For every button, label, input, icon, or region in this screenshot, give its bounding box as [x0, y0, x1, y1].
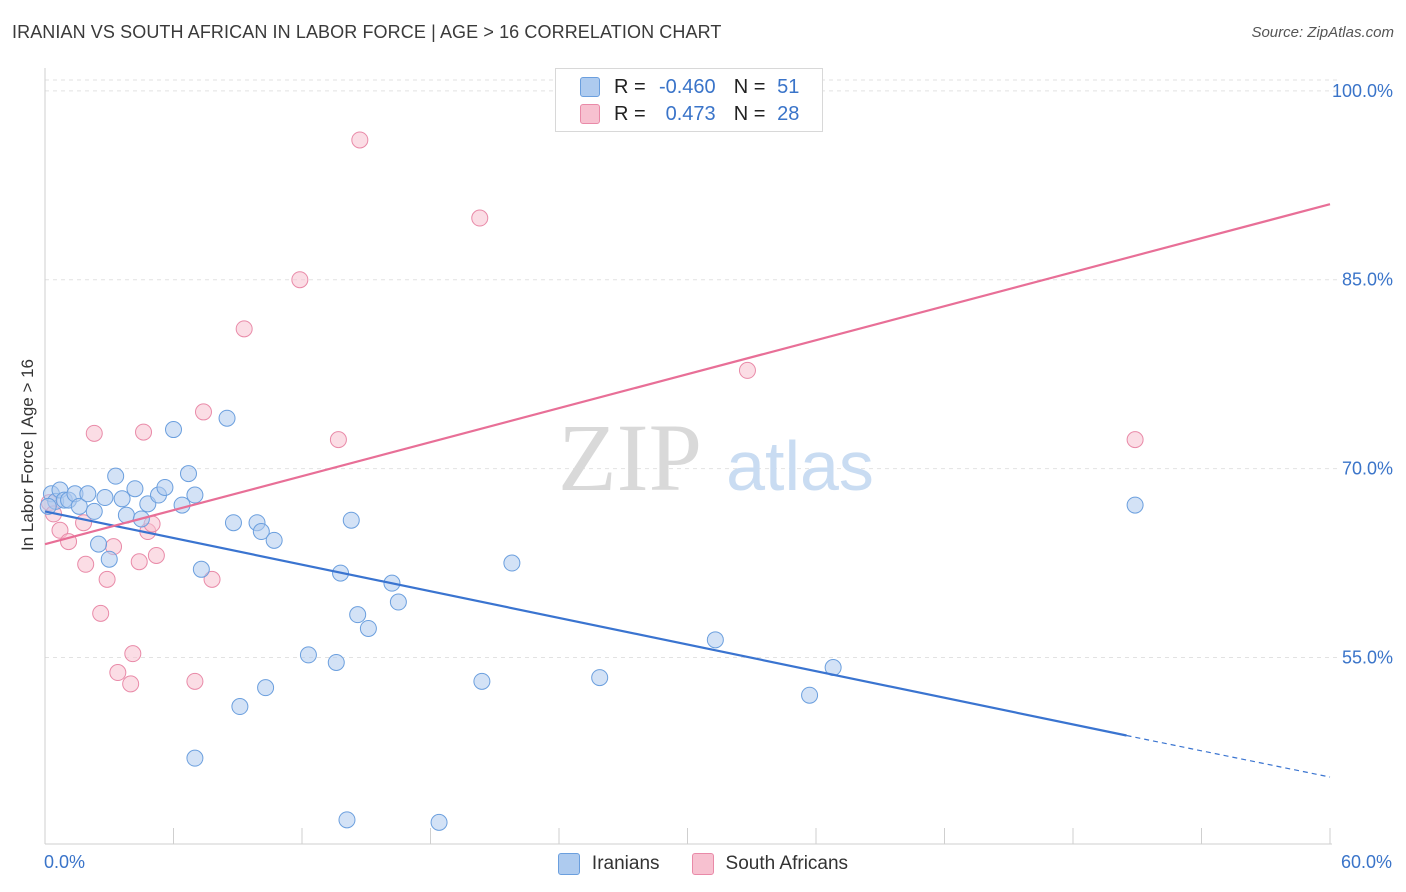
south-africans-trend-line	[44, 203, 1331, 546]
iranians-point	[156, 478, 174, 496]
iranians-point	[473, 672, 491, 690]
iranians-point	[257, 679, 275, 697]
iranians-point	[430, 813, 448, 831]
y-tick-label: 70.0%	[1342, 459, 1393, 479]
legend-n-label: N =	[733, 75, 766, 98]
iranians-point	[96, 489, 114, 507]
south-africans-point	[77, 555, 95, 573]
chart-title: IRANIAN VS SOUTH AFRICAN IN LABOR FORCE …	[12, 22, 722, 42]
iranians-point	[39, 497, 57, 515]
x-tick-label-max: 60.0%	[1340, 852, 1392, 872]
series-legend: Iranians South Africans	[0, 852, 1406, 876]
south-africans-point	[1126, 431, 1144, 449]
south-africans-point	[235, 320, 253, 338]
iranians-point	[265, 531, 283, 549]
legend-r-label: R =	[614, 102, 646, 125]
series-swatch-south-africans	[691, 853, 714, 875]
south-africans-point	[122, 675, 140, 693]
south-africans-point	[329, 431, 347, 449]
series-label-iranians: Iranians	[591, 853, 660, 874]
watermark: ZIP atlas	[558, 404, 874, 511]
correlation-legend: R = -0.460 N = 51 R = 0.473 N = 28	[555, 68, 823, 132]
iranians-point	[389, 593, 407, 611]
iranians-point	[299, 646, 317, 664]
y-tick-labels: 55.0% 70.0% 85.0% 100.0%	[1332, 81, 1393, 668]
south-africans-point	[124, 645, 142, 663]
iranians-point	[252, 523, 270, 541]
iranians-point	[503, 554, 521, 572]
south-africans-points	[40, 131, 1144, 693]
iranians-point	[359, 619, 377, 637]
legend-r-value: -0.460	[658, 75, 716, 98]
watermark-zip: ZIP	[558, 404, 702, 511]
south-africans-point	[351, 131, 369, 149]
iranians-point	[801, 686, 819, 704]
legend-swatch-iranians	[580, 77, 600, 97]
iranians-point	[338, 811, 356, 829]
axes	[44, 68, 1332, 845]
legend-row-iranians: R = -0.460 N = 51	[580, 75, 799, 99]
iranians-point	[186, 486, 204, 504]
south-africans-point	[186, 672, 204, 690]
iranians-point	[107, 467, 125, 485]
iranians-trend-line	[44, 510, 1127, 737]
south-africans-point	[135, 423, 153, 441]
watermark-atlas: atlas	[726, 427, 874, 505]
legend-n-value: 51	[777, 75, 800, 98]
grid-lines	[45, 79, 1340, 658]
iranians-point	[192, 560, 210, 578]
south-africans-point	[203, 570, 221, 588]
iranians-point	[90, 535, 108, 553]
legend-swatch-south-africans	[580, 104, 600, 124]
series-legend-item-south-africans[interactable]: South Africans	[691, 852, 849, 876]
series-legend-item-iranians[interactable]: Iranians	[557, 852, 660, 876]
iranians-point	[342, 511, 360, 529]
iranians-point	[85, 502, 103, 520]
iranians-point	[224, 514, 242, 532]
iranians-point	[349, 606, 367, 624]
south-africans-point	[738, 361, 756, 379]
south-africans-point	[130, 553, 148, 571]
series-label-south-africans: South Africans	[725, 853, 849, 874]
y-tick-label: 85.0%	[1342, 270, 1393, 290]
iranians-point	[327, 653, 345, 671]
legend-n-label: N =	[733, 102, 766, 125]
south-africans-point	[51, 521, 69, 539]
iranians-point	[165, 421, 182, 439]
south-africans-point	[98, 570, 116, 588]
iranians-point	[179, 465, 197, 483]
iranians-point	[591, 669, 609, 687]
legend-r-value: 0.473	[665, 102, 716, 125]
y-tick-label: 55.0%	[1342, 647, 1393, 667]
south-africans-point	[194, 403, 212, 421]
legend-r-label: R =	[614, 75, 646, 98]
iranians-point	[1126, 496, 1144, 514]
iranians-point	[113, 490, 131, 508]
iranians-point	[79, 485, 97, 503]
trend-lines	[44, 203, 1331, 778]
legend-row-south-africans: R = 0.473 N = 28	[580, 102, 799, 126]
x-tick-label-min: 0.0%	[44, 852, 86, 872]
iranians-trend-extension	[1126, 734, 1331, 778]
iranians-point	[173, 496, 191, 514]
south-africans-point	[85, 424, 103, 442]
south-africans-point	[291, 271, 309, 289]
chart-source: Source: ZipAtlas.com	[1251, 24, 1394, 41]
south-africans-point	[109, 664, 127, 682]
iranians-point	[218, 409, 236, 427]
iranians-point	[70, 497, 88, 515]
series-swatch-iranians	[557, 853, 580, 875]
iranians-point	[231, 698, 249, 716]
south-africans-point	[471, 209, 489, 227]
iranians-point	[100, 550, 118, 568]
iranians-point	[706, 631, 724, 649]
south-africans-point	[92, 604, 110, 622]
iranians-point	[186, 749, 204, 767]
iranians-point	[126, 480, 144, 498]
y-tick-label: 100.0%	[1332, 81, 1393, 101]
south-africans-point	[147, 546, 165, 564]
legend-n-value: 28	[777, 102, 800, 125]
